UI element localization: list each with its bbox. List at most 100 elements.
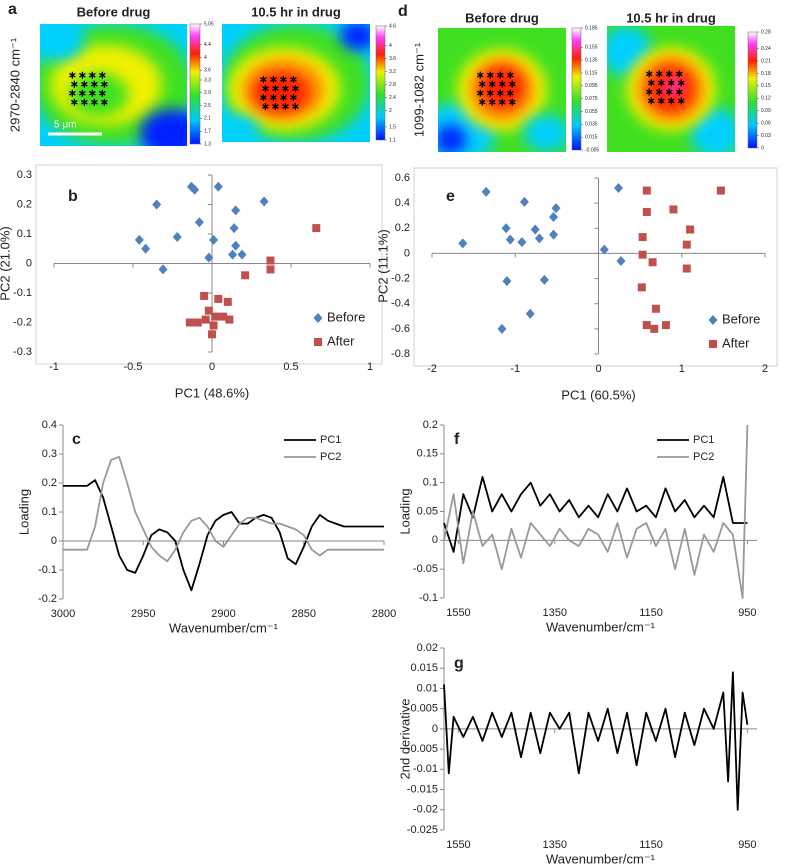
asterisk — [508, 80, 516, 88]
point — [616, 255, 626, 266]
asterisk — [506, 89, 514, 97]
point — [458, 238, 468, 249]
asterisk — [677, 79, 685, 87]
asterisk — [262, 84, 269, 92]
y-axis-label: 2nd derivative — [397, 699, 412, 780]
x-tick-label: 1150 — [639, 607, 663, 619]
y-tick-label: 0 — [26, 257, 32, 269]
y-tick-label: -0.6 — [391, 323, 410, 335]
y-tick-label: 0.2 — [17, 198, 32, 210]
point — [228, 249, 238, 260]
heatmap-blob — [222, 116, 259, 142]
y-tick-label: 0.1 — [17, 228, 32, 240]
point — [194, 217, 204, 228]
line — [443, 671, 749, 811]
colorbar-tick-label: 3.6 — [204, 68, 211, 74]
colorbar-tick-label: 0.055 — [585, 109, 598, 115]
colorbar-tick-label: 0.03 — [761, 133, 771, 139]
colorbar — [189, 23, 201, 145]
point — [530, 224, 540, 235]
colorbar-tick-label: 1.5 — [389, 124, 396, 130]
heatmap-blob — [523, 114, 566, 152]
asterisk — [69, 71, 76, 79]
asterisk — [270, 75, 277, 83]
colorbar-tick-label: 2.8 — [389, 82, 396, 88]
point — [642, 321, 651, 330]
map-title: Before drug — [77, 4, 151, 19]
point — [613, 183, 623, 194]
asterisk — [282, 102, 289, 110]
point — [185, 318, 194, 327]
asterisk — [99, 89, 106, 97]
y-tick-label: 0.1 — [423, 477, 438, 489]
asterisk — [488, 80, 496, 88]
asterisk — [657, 79, 665, 87]
asterisk — [69, 89, 76, 97]
point — [152, 199, 162, 210]
y-tick-label: 0 — [404, 247, 410, 259]
y-tick-label: 0.3 — [17, 169, 32, 181]
asterisk — [270, 93, 277, 101]
point — [669, 205, 678, 214]
point — [648, 258, 657, 267]
y-axis-label: Loading — [397, 488, 412, 534]
panel-letter: c — [72, 431, 81, 448]
y-axis-label: Loading — [16, 489, 31, 535]
legend-marker — [709, 340, 717, 348]
point — [204, 306, 213, 315]
colorbar-tick-label: 2.1 — [204, 116, 211, 122]
point — [266, 265, 275, 274]
heatmap-blob — [340, 24, 370, 50]
x-tick-label: 1550 — [446, 839, 470, 851]
colorbar-tick-label: 0.15 — [761, 83, 771, 89]
colorbar-tick-label: 2.9 — [204, 90, 211, 96]
y-tick-label: -0.4 — [391, 298, 410, 310]
point — [716, 186, 725, 195]
point — [517, 237, 527, 248]
asterisk — [101, 98, 108, 106]
asterisk — [498, 80, 506, 88]
point — [141, 243, 151, 254]
asterisk — [506, 71, 514, 79]
point — [219, 312, 228, 321]
y-tick-label: 0.05 — [417, 505, 438, 517]
asterisk — [292, 84, 299, 92]
point — [225, 315, 234, 324]
y-axis-label: 1099-1082 cm⁻¹ — [411, 42, 426, 137]
legend-marker — [314, 338, 322, 346]
point — [497, 323, 507, 334]
point — [312, 224, 321, 233]
asterisk — [89, 71, 96, 79]
colorbar-tick-label: 0.18 — [761, 71, 771, 77]
y-tick-label: 0.015 — [410, 662, 438, 674]
y-tick-label: 0.01 — [417, 682, 438, 694]
asterisk — [71, 80, 78, 88]
plot-frame — [35, 164, 383, 365]
point — [651, 304, 660, 313]
point — [204, 252, 214, 263]
y-tick-label: -0.3 — [13, 346, 32, 358]
y-tick-label: 0.3 — [42, 448, 57, 460]
asterisk — [476, 89, 484, 97]
panel-letter: g — [454, 655, 464, 672]
x-axis-label: Wavenumber/cm⁻¹ — [169, 620, 279, 635]
asterisk — [665, 88, 673, 96]
asterisk — [101, 80, 108, 88]
x-tick-label: 1 — [679, 363, 685, 375]
y-tick-label: 0.005 — [410, 703, 438, 715]
legend-label: PC2 — [693, 451, 714, 463]
colorbar-tick-label: 0 — [761, 145, 764, 151]
asterisk — [79, 89, 86, 97]
point — [682, 240, 691, 249]
asterisk — [496, 71, 504, 79]
legend-label: Before — [722, 311, 760, 326]
point — [190, 184, 200, 195]
legend-label: After — [327, 333, 355, 348]
asterisk — [645, 70, 653, 78]
asterisk — [260, 93, 267, 101]
asterisk — [486, 89, 494, 97]
colorbar-tick-label: 0.06 — [761, 120, 771, 126]
point — [661, 321, 670, 330]
x-tick-label: 1 — [367, 361, 373, 373]
asterisk — [81, 80, 88, 88]
